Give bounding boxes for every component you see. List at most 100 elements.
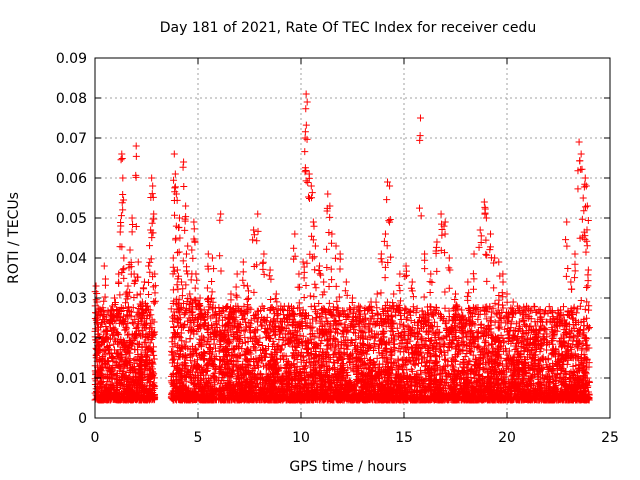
data-point bbox=[142, 385, 150, 393]
data-point bbox=[132, 394, 140, 402]
data-point bbox=[102, 387, 110, 395]
data-point bbox=[109, 331, 117, 339]
data-point bbox=[133, 323, 141, 331]
data-point bbox=[135, 388, 143, 396]
data-point bbox=[126, 308, 134, 316]
data-point bbox=[136, 396, 144, 404]
data-point bbox=[411, 360, 419, 368]
data-point bbox=[215, 304, 223, 312]
data-point bbox=[138, 368, 146, 376]
data-point bbox=[121, 342, 129, 350]
data-point bbox=[109, 354, 117, 362]
data-point bbox=[129, 363, 137, 371]
data-point bbox=[118, 373, 126, 381]
data-point bbox=[111, 364, 119, 372]
data-point bbox=[113, 379, 121, 387]
data-point bbox=[182, 338, 190, 346]
data-point bbox=[92, 377, 100, 385]
data-point bbox=[145, 386, 153, 394]
data-point bbox=[395, 344, 403, 352]
data-point bbox=[131, 355, 139, 363]
data-points bbox=[91, 90, 593, 404]
data-point bbox=[131, 315, 139, 323]
data-point bbox=[96, 391, 104, 399]
data-point bbox=[187, 295, 195, 303]
data-point bbox=[130, 356, 138, 364]
data-point bbox=[123, 324, 131, 332]
data-point bbox=[96, 394, 104, 402]
data-point bbox=[116, 367, 124, 375]
data-point bbox=[150, 330, 158, 338]
data-point bbox=[125, 394, 133, 402]
data-point bbox=[96, 383, 104, 391]
data-point bbox=[136, 313, 144, 321]
data-point bbox=[146, 325, 154, 333]
data-point bbox=[135, 327, 143, 335]
data-point bbox=[581, 305, 589, 313]
data-point bbox=[123, 348, 131, 356]
data-point bbox=[117, 381, 125, 389]
data-point bbox=[113, 394, 121, 402]
data-point bbox=[149, 381, 157, 389]
data-point bbox=[147, 374, 155, 382]
data-point bbox=[107, 384, 115, 392]
data-point bbox=[186, 335, 194, 343]
data-point bbox=[143, 360, 151, 368]
data-point bbox=[322, 314, 330, 322]
data-point bbox=[117, 351, 125, 359]
data-point bbox=[114, 385, 122, 393]
data-point bbox=[135, 340, 143, 348]
data-point bbox=[140, 338, 148, 346]
data-point bbox=[149, 370, 157, 378]
data-point bbox=[104, 364, 112, 372]
data-point bbox=[114, 375, 122, 383]
data-point bbox=[545, 303, 553, 311]
data-point bbox=[112, 337, 120, 345]
data-point bbox=[122, 326, 130, 334]
data-point bbox=[170, 324, 178, 332]
data-point bbox=[150, 392, 158, 400]
data-point bbox=[125, 336, 133, 344]
data-point bbox=[124, 331, 132, 339]
data-point bbox=[126, 381, 134, 389]
data-point bbox=[116, 391, 124, 399]
data-point bbox=[134, 341, 142, 349]
data-point bbox=[111, 372, 119, 380]
chart-title: Day 181 of 2021, Rate Of TEC Index for r… bbox=[160, 20, 536, 36]
data-point bbox=[103, 375, 111, 383]
data-point bbox=[145, 365, 153, 373]
data-point bbox=[147, 366, 155, 374]
data-point bbox=[135, 366, 143, 374]
data-point bbox=[138, 374, 146, 382]
data-point bbox=[125, 312, 133, 320]
data-point bbox=[111, 346, 119, 354]
data-point bbox=[149, 347, 157, 355]
data-point bbox=[130, 320, 138, 328]
data-point bbox=[125, 358, 133, 366]
data-point bbox=[458, 333, 466, 341]
data-point bbox=[548, 308, 556, 316]
data-point bbox=[98, 320, 106, 328]
data-point bbox=[120, 394, 128, 402]
data-point bbox=[106, 395, 114, 403]
data-point bbox=[111, 358, 119, 366]
data-point bbox=[122, 373, 130, 381]
data-point bbox=[134, 384, 142, 392]
data-point bbox=[150, 351, 158, 359]
data-point bbox=[101, 393, 109, 401]
data-point bbox=[148, 336, 156, 344]
data-point bbox=[119, 338, 127, 346]
data-point bbox=[123, 377, 131, 385]
data-point bbox=[178, 337, 186, 345]
data-point bbox=[125, 368, 133, 376]
data-point bbox=[116, 360, 124, 368]
data-point bbox=[106, 380, 114, 388]
data-point bbox=[123, 364, 131, 372]
data-point bbox=[180, 311, 188, 319]
data-point bbox=[143, 358, 151, 366]
data-point bbox=[106, 368, 114, 376]
data-point bbox=[122, 380, 130, 388]
data-point bbox=[147, 371, 155, 379]
data-point bbox=[112, 394, 120, 402]
